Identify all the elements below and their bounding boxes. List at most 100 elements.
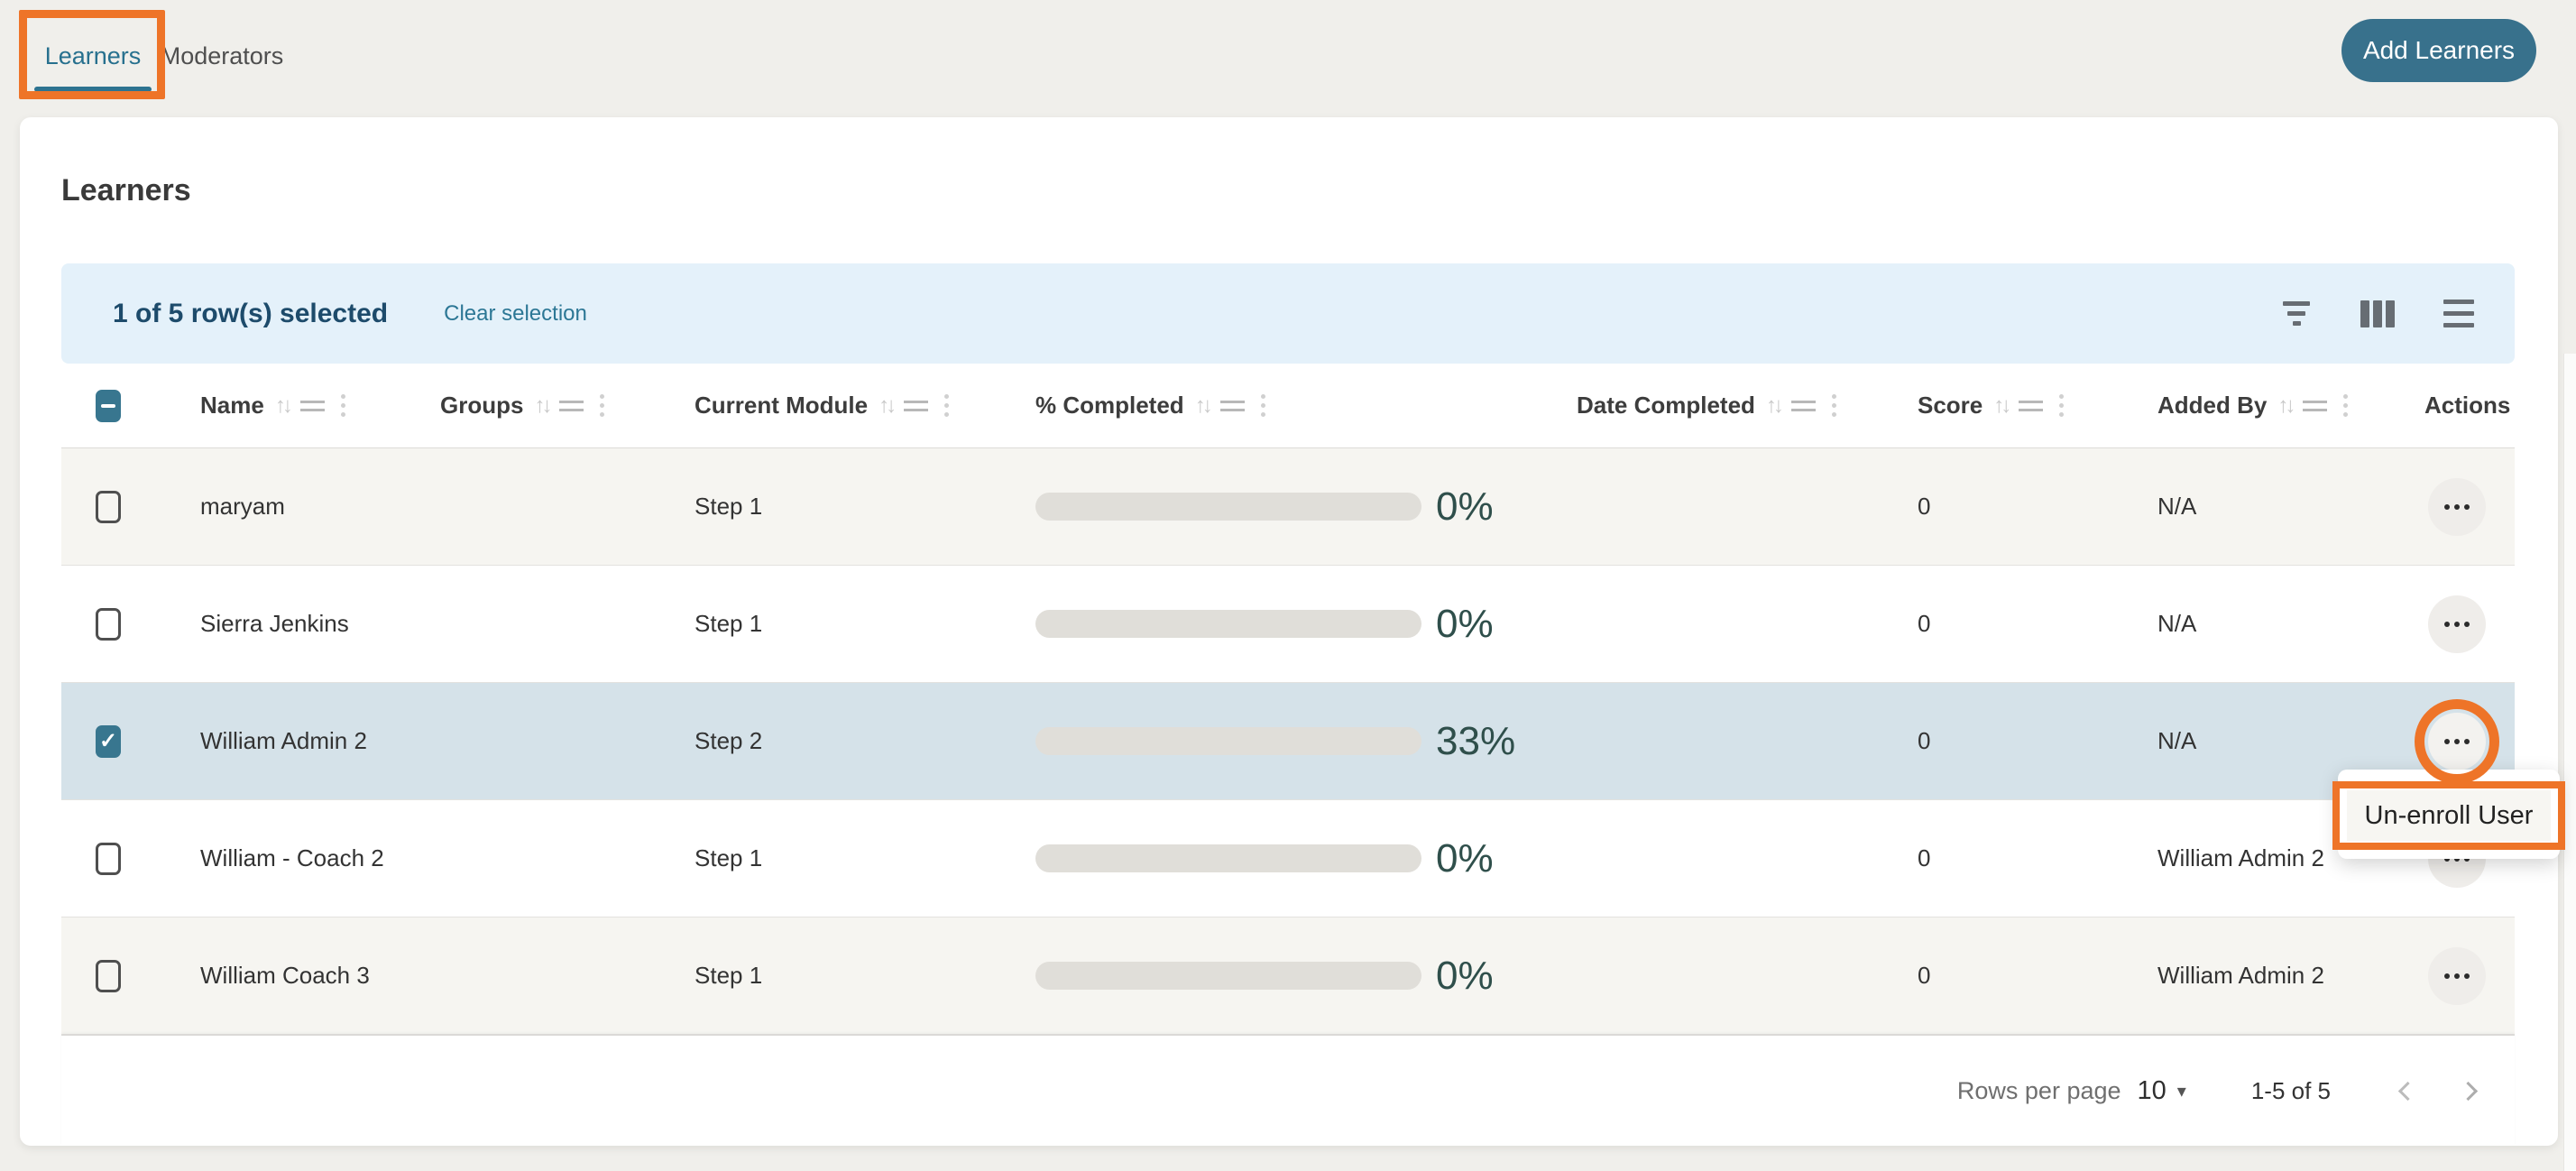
progress-bar (1035, 962, 1421, 990)
scrollbar[interactable] (2563, 354, 2576, 1171)
sort-icon[interactable]: ↑↓ (2277, 392, 2295, 418)
cell-score: 0 (1918, 727, 1931, 754)
cell-current-module: Step 2 (695, 727, 763, 754)
selection-count-text: 1 of 5 row(s) selected (113, 298, 389, 328)
clear-selection-link[interactable]: Clear selection (444, 300, 587, 326)
column-menu-icon[interactable] (340, 394, 345, 417)
columns-icon[interactable] (2358, 294, 2397, 334)
tab-active-underline (34, 87, 152, 92)
column-header-actions: Actions (2424, 392, 2511, 419)
cell-percent-completed: 0% (1035, 484, 1577, 530)
cell-added-by: William Admin 2 (2157, 962, 2324, 989)
cell-score: 0 (1918, 962, 1931, 989)
progress-bar (1035, 844, 1421, 872)
cell-score: 0 (1918, 844, 1931, 871)
cell-current-module: Step 1 (695, 493, 763, 520)
tab-moderators[interactable]: Moderators (161, 18, 284, 94)
column-header-name[interactable]: Name ↑↓ (200, 392, 440, 420)
column-menu-icon[interactable] (2059, 394, 2065, 417)
column-menu-icon[interactable] (1260, 394, 1265, 417)
percent-label: 0% (1436, 601, 1494, 646)
filter-lines-icon[interactable] (1790, 400, 1816, 411)
column-header-groups[interactable]: Groups ↑↓ (440, 392, 695, 420)
learners-table: Name ↑↓ Groups ↑↓ Current Module ↑↓ (61, 364, 2515, 1035)
percent-label: 0% (1436, 835, 1494, 881)
tab-bar: Learners Moderators Add Learners (0, 0, 2576, 117)
progress-bar (1035, 610, 1421, 638)
row-checkbox[interactable] (96, 959, 121, 992)
column-menu-icon[interactable] (944, 394, 950, 417)
table-row-selected[interactable]: ✓ William Admin 2 Step 2 33% 0 N/A (61, 683, 2515, 800)
row-actions-button[interactable] (2428, 477, 2486, 536)
column-header-added-by[interactable]: Added By ↑↓ (2157, 392, 2399, 420)
sort-icon[interactable]: ↑↓ (1765, 392, 1784, 418)
cell-name: William Coach 3 (200, 962, 370, 989)
row-checkbox[interactable] (96, 490, 121, 523)
column-header-date-completed[interactable]: Date Completed ↑↓ (1577, 392, 1918, 420)
sort-icon[interactable]: ↑↓ (274, 392, 293, 418)
filter-lines-icon[interactable] (2019, 400, 2044, 411)
cell-name: William - Coach 2 (200, 844, 384, 871)
learners-card: Learners 1 of 5 row(s) selected Clear se… (20, 117, 2558, 1146)
row-actions-button[interactable] (2428, 946, 2486, 1005)
cell-percent-completed: 33% (1035, 719, 1577, 764)
column-header-current-module[interactable]: Current Module ↑↓ (695, 392, 1035, 420)
sort-icon[interactable]: ↑↓ (534, 392, 552, 418)
page-title: Learners (61, 173, 191, 207)
row-checkbox[interactable] (96, 842, 121, 875)
cell-percent-completed: 0% (1035, 954, 1577, 999)
cell-added-by: N/A (2157, 493, 2197, 520)
sort-icon[interactable]: ↑↓ (879, 392, 897, 418)
progress-bar (1035, 727, 1421, 755)
row-actions-button[interactable] (2428, 595, 2486, 653)
column-menu-icon[interactable] (1831, 394, 1836, 417)
row-checkbox-checked[interactable]: ✓ (96, 724, 121, 758)
cell-name: William Admin 2 (200, 727, 367, 754)
rows-per-page-caret-icon[interactable]: ▾ (2176, 1081, 2186, 1102)
row-actions-button[interactable] (2428, 712, 2486, 770)
progress-bar (1035, 493, 1421, 521)
cell-added-by: N/A (2157, 727, 2197, 754)
next-page-icon[interactable] (2458, 1081, 2479, 1101)
filter-lines-icon[interactable] (299, 400, 325, 411)
table-row[interactable]: William Coach 3 Step 1 0% 0 William Admi… (61, 917, 2515, 1035)
cell-added-by: N/A (2157, 610, 2197, 637)
table-header-row: Name ↑↓ Groups ↑↓ Current Module ↑↓ (61, 364, 2515, 448)
cell-percent-completed: 0% (1035, 836, 1577, 881)
percent-label: 33% (1436, 718, 1516, 763)
previous-page-icon[interactable] (2397, 1081, 2418, 1101)
add-learners-label: Add Learners (2362, 36, 2516, 64)
column-menu-icon[interactable] (600, 394, 605, 417)
cell-name: Sierra Jenkins (200, 610, 349, 637)
column-header-percent-completed[interactable]: % Completed ↑↓ (1035, 392, 1577, 420)
filter-lines-icon[interactable] (1219, 400, 1245, 411)
tab-learners[interactable]: Learners (34, 18, 152, 94)
cell-current-module: Step 1 (695, 962, 763, 989)
toolbar-icons (2277, 294, 2479, 334)
row-checkbox[interactable] (96, 607, 121, 641)
sort-icon[interactable]: ↑↓ (1993, 392, 2011, 418)
rows-per-page-select[interactable]: 10 (2137, 1075, 2167, 1105)
cell-percent-completed: 0% (1035, 602, 1577, 647)
filter-icon[interactable] (2277, 294, 2316, 334)
cell-score: 0 (1918, 493, 1931, 520)
tab-learners-label: Learners (44, 41, 142, 69)
filter-lines-icon[interactable] (904, 400, 929, 411)
sort-icon[interactable]: ↑↓ (1194, 392, 1213, 418)
table-row[interactable]: Sierra Jenkins Step 1 0% 0 N/A (61, 566, 2515, 683)
filter-lines-icon[interactable] (559, 400, 584, 411)
row-actions-menu: Un-enroll User (2338, 770, 2560, 859)
pagination-range: 1-5 of 5 (2250, 1076, 2331, 1104)
table-row[interactable]: William - Coach 2 Step 1 0% 0 William Ad… (61, 800, 2515, 917)
table-row[interactable]: maryam Step 1 0% 0 N/A (61, 448, 2515, 566)
select-all-checkbox[interactable] (96, 389, 121, 422)
rows-per-page-label: Rows per page (1956, 1076, 2121, 1104)
density-icon[interactable] (2439, 294, 2479, 334)
add-learners-button[interactable]: Add Learners (2341, 19, 2536, 82)
cell-name: maryam (200, 493, 285, 520)
menu-item-unenroll-user[interactable]: Un-enroll User (2347, 790, 2551, 841)
column-header-score[interactable]: Score ↑↓ (1918, 392, 2157, 420)
column-menu-icon[interactable] (2343, 394, 2349, 417)
filter-lines-icon[interactable] (2303, 400, 2328, 411)
